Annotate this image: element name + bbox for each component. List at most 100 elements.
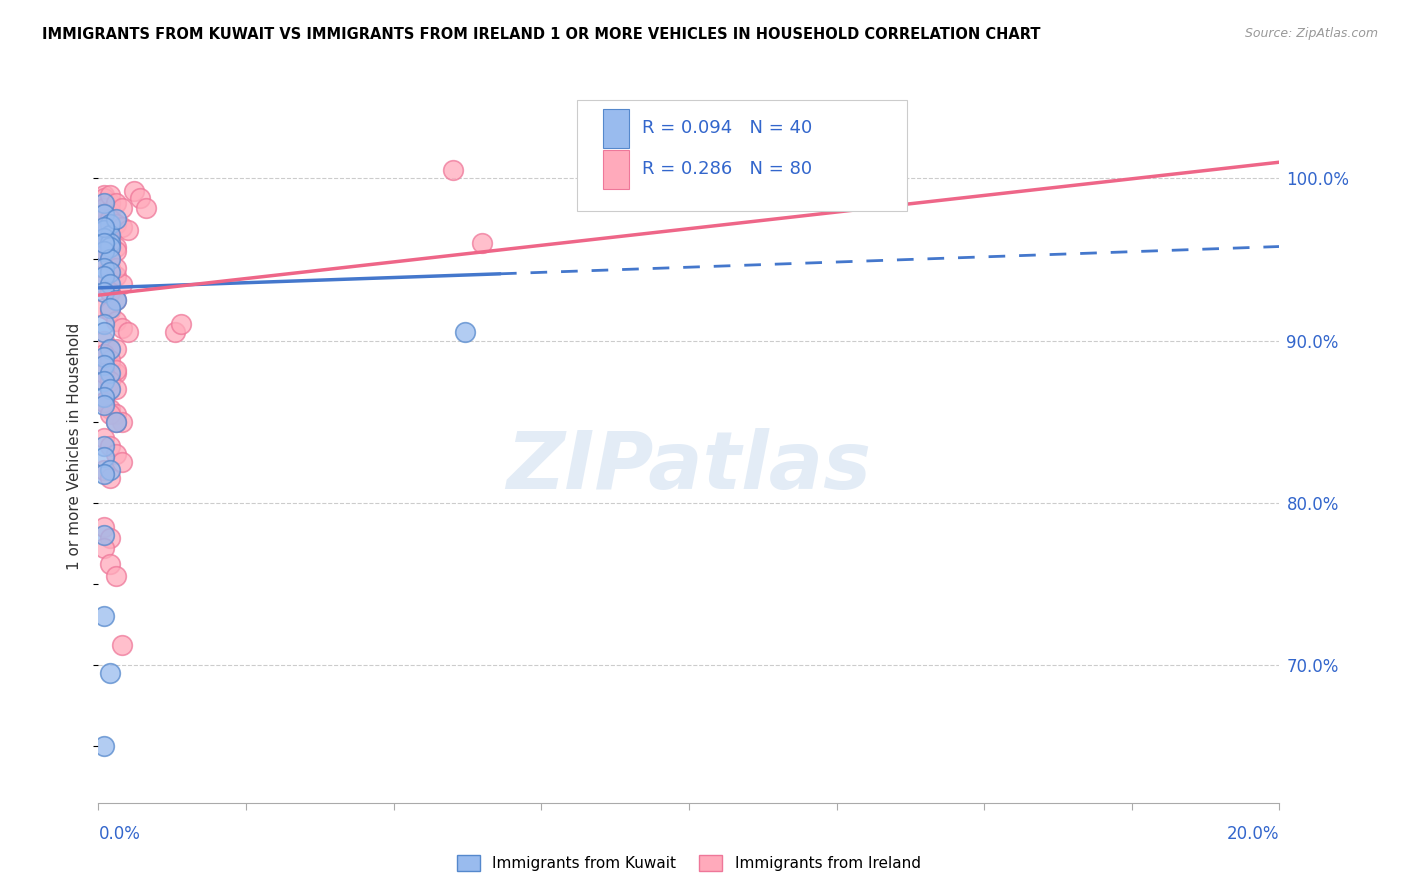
Point bbox=[165, 326, 187, 340]
Point bbox=[117, 326, 139, 340]
Point bbox=[93, 220, 115, 235]
Point bbox=[135, 201, 157, 215]
Point bbox=[93, 374, 115, 388]
Point bbox=[111, 320, 134, 334]
Point bbox=[98, 558, 121, 572]
Point bbox=[98, 366, 121, 380]
Point bbox=[93, 187, 115, 202]
Point bbox=[105, 195, 128, 210]
Point bbox=[98, 407, 121, 421]
Point bbox=[128, 191, 150, 205]
Point bbox=[93, 390, 115, 404]
Point bbox=[98, 285, 121, 299]
Point bbox=[93, 207, 115, 221]
Point bbox=[98, 252, 121, 267]
Text: Source: ZipAtlas.com: Source: ZipAtlas.com bbox=[1244, 27, 1378, 40]
Point bbox=[111, 415, 134, 429]
Point bbox=[93, 350, 115, 364]
Point bbox=[105, 415, 128, 429]
Point bbox=[93, 334, 115, 348]
Point bbox=[98, 211, 121, 226]
Point bbox=[170, 318, 193, 332]
Text: R = 0.286   N = 80: R = 0.286 N = 80 bbox=[641, 161, 811, 178]
Point bbox=[93, 739, 115, 753]
Point bbox=[98, 342, 121, 356]
Point bbox=[93, 366, 115, 380]
Point bbox=[93, 318, 115, 332]
Point bbox=[98, 358, 121, 372]
Point bbox=[93, 450, 115, 465]
Point bbox=[93, 195, 115, 210]
Point bbox=[93, 358, 115, 372]
Point bbox=[93, 211, 115, 226]
Point bbox=[105, 342, 128, 356]
Point bbox=[93, 528, 115, 542]
Point bbox=[93, 399, 115, 413]
Point bbox=[471, 236, 494, 251]
Point bbox=[93, 395, 115, 409]
Point bbox=[98, 666, 121, 681]
Point bbox=[98, 463, 121, 477]
Point bbox=[105, 211, 128, 226]
Point bbox=[93, 207, 115, 221]
Text: R = 0.094   N = 40: R = 0.094 N = 40 bbox=[641, 120, 811, 137]
Point bbox=[98, 236, 121, 251]
Point bbox=[98, 239, 121, 253]
Text: ZIPatlas: ZIPatlas bbox=[506, 428, 872, 507]
Point bbox=[93, 520, 115, 534]
Point bbox=[98, 239, 121, 253]
Point bbox=[93, 350, 115, 364]
Point bbox=[93, 301, 115, 315]
Point bbox=[93, 268, 115, 283]
Point bbox=[93, 395, 115, 409]
Point bbox=[111, 455, 134, 469]
Point bbox=[105, 293, 128, 307]
Point bbox=[111, 639, 134, 653]
Point bbox=[98, 342, 121, 356]
Point bbox=[98, 203, 121, 218]
Point bbox=[98, 265, 121, 279]
Point bbox=[105, 568, 128, 582]
Point bbox=[98, 233, 121, 247]
Point bbox=[93, 346, 115, 360]
Point bbox=[117, 223, 139, 237]
Text: IMMIGRANTS FROM KUWAIT VS IMMIGRANTS FROM IRELAND 1 OR MORE VEHICLES IN HOUSEHOL: IMMIGRANTS FROM KUWAIT VS IMMIGRANTS FRO… bbox=[42, 27, 1040, 42]
Point bbox=[98, 228, 121, 243]
Point bbox=[105, 217, 128, 231]
Point bbox=[93, 326, 115, 340]
Point bbox=[98, 277, 121, 291]
Point bbox=[111, 220, 134, 235]
Point bbox=[93, 207, 115, 221]
Point bbox=[93, 228, 115, 243]
Point bbox=[98, 532, 121, 546]
Point bbox=[453, 326, 475, 340]
FancyBboxPatch shape bbox=[603, 150, 628, 189]
Point bbox=[93, 244, 115, 259]
Point bbox=[93, 431, 115, 445]
Text: 0.0%: 0.0% bbox=[98, 825, 141, 843]
Point bbox=[93, 217, 115, 231]
Point bbox=[93, 233, 115, 247]
Legend: Immigrants from Kuwait, Immigrants from Ireland: Immigrants from Kuwait, Immigrants from … bbox=[451, 849, 927, 877]
Point bbox=[105, 382, 128, 396]
Point bbox=[105, 244, 128, 259]
Point bbox=[98, 471, 121, 485]
Point bbox=[93, 231, 115, 245]
FancyBboxPatch shape bbox=[576, 100, 907, 211]
Point bbox=[98, 304, 121, 318]
Point bbox=[105, 260, 128, 275]
Point bbox=[93, 467, 115, 481]
Point bbox=[98, 301, 121, 315]
Point bbox=[98, 353, 121, 368]
Point bbox=[93, 463, 115, 477]
Point bbox=[98, 374, 121, 388]
Point bbox=[105, 293, 128, 307]
Point bbox=[98, 260, 121, 275]
Point bbox=[93, 223, 115, 237]
Point bbox=[441, 163, 464, 178]
Point bbox=[98, 217, 121, 231]
Y-axis label: 1 or more Vehicles in Household: 1 or more Vehicles in Household bbox=[66, 322, 82, 570]
Point bbox=[93, 223, 115, 237]
Point bbox=[122, 185, 145, 199]
Point bbox=[93, 201, 115, 215]
